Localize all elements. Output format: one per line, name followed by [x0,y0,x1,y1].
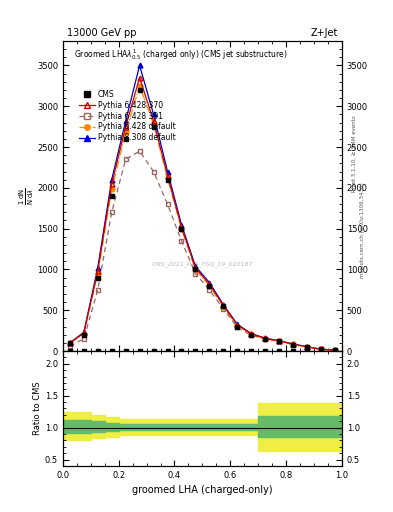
Text: mcplots.cern.ch [arXiv:1306.3436]: mcplots.cern.ch [arXiv:1306.3436] [360,183,365,278]
X-axis label: groomed LHA (charged-only): groomed LHA (charged-only) [132,485,273,495]
Text: Rivet 3.1.10, ≥ 3.4M events: Rivet 3.1.10, ≥ 3.4M events [352,115,357,192]
Y-axis label: $\frac{1}{\mathrm{N}}\frac{\mathrm{d}\mathrm{N}}{\mathrm{d}\lambda}$: $\frac{1}{\mathrm{N}}\frac{\mathrm{d}\ma… [17,187,35,205]
Text: CMS_2021_PAS_FSQ_19_020187: CMS_2021_PAS_FSQ_19_020187 [152,262,254,267]
Text: 13000 GeV pp: 13000 GeV pp [67,28,136,38]
Y-axis label: Ratio to CMS: Ratio to CMS [33,381,42,435]
Text: Z+Jet: Z+Jet [310,28,338,38]
Text: Groomed LHA$\lambda^1_{0.5}$ (charged only) (CMS jet substructure): Groomed LHA$\lambda^1_{0.5}$ (charged on… [74,47,288,62]
Legend: CMS, Pythia 6.428 370, Pythia 6.428 391, Pythia 6.428 default, Pythia 8.308 defa: CMS, Pythia 6.428 370, Pythia 6.428 391,… [78,88,177,144]
